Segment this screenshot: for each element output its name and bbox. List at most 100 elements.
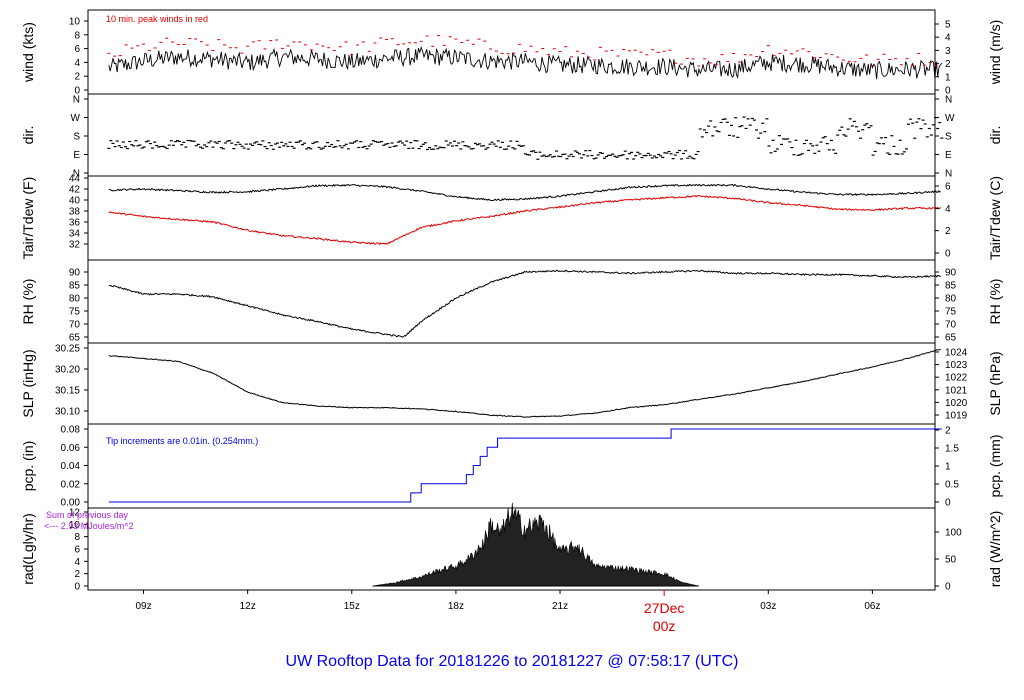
y-axis-title-right: Tair/Tdew (C)	[987, 176, 1003, 260]
y-tick-right: 2	[945, 59, 951, 70]
x-tick-label: 03z	[760, 601, 776, 612]
y-tick-left: 0.08	[61, 425, 81, 436]
y-tick-left: 2	[74, 569, 80, 580]
y-tick-left: 10	[69, 17, 81, 28]
y-tick-left: 65	[69, 333, 81, 344]
y-tick-left: 44	[69, 174, 81, 185]
y-tick-left: 30.20	[55, 365, 80, 376]
panel-frames	[87, 9, 936, 591]
y-tick-left: 8	[74, 30, 80, 41]
y-tick-left: 8	[74, 532, 80, 543]
y-axis-title-right: RH (%)	[987, 279, 1003, 325]
series-slp	[108, 349, 941, 418]
y-tick-left: 32	[69, 240, 81, 251]
y-axis-title-right: SLP (hPa)	[987, 351, 1003, 415]
series-pcp	[108, 428, 942, 503]
y-tick-left: 42	[69, 185, 81, 196]
y-tick-right: 4	[945, 204, 951, 215]
y-tick-right: N	[945, 95, 952, 106]
panel-frame-temp	[87, 175, 936, 261]
y-tick-right: 100	[945, 528, 962, 539]
series-wind	[108, 45, 943, 80]
y-tick-right: 1.5	[945, 444, 959, 455]
date-tick-label: 00z	[653, 618, 676, 634]
y-tick-right: N	[945, 169, 952, 180]
y-axis-title-right: dir.	[987, 126, 1003, 145]
y-tick-right: 3	[945, 46, 951, 57]
y-axis-title-right: wind (m/s)	[987, 20, 1003, 86]
y-tick-left: 4	[74, 557, 80, 568]
y-axis-title-left: pcp. (in)	[20, 441, 36, 492]
x-tick-label: 06z	[864, 601, 880, 612]
y-tick-left: 6	[74, 44, 80, 55]
y-tick-left: 40	[69, 196, 81, 207]
x-tick-label: 18z	[448, 601, 464, 612]
x-tick-label: 15z	[344, 601, 360, 612]
y-tick-right: 1	[945, 462, 951, 473]
y-tick-left: 30.25	[55, 344, 80, 355]
y-tick-left: 4	[74, 58, 80, 69]
y-tick-right: S	[945, 132, 952, 143]
panel-frame-rh	[87, 259, 936, 344]
y-axis-title-left: rad(Lgly/hr)	[20, 513, 36, 585]
y-axis-title-left: RH (%)	[20, 279, 36, 325]
y-tick-left: 0.02	[61, 479, 81, 490]
x-tick-label: 21z	[552, 601, 568, 612]
wind-note: 10 min. peak winds in red	[106, 14, 208, 24]
panel-frame-slp	[87, 342, 936, 425]
date-label: 27Dec	[644, 600, 684, 616]
y-tick-right: 0.5	[945, 480, 959, 491]
y-tick-left: 0.06	[61, 443, 81, 454]
y-tick-right: 0	[945, 249, 951, 260]
y-tick-right: 6	[945, 182, 951, 193]
y-tick-left: E	[73, 150, 80, 161]
y-tick-left: 30.15	[55, 386, 80, 397]
y-tick-right: 80	[945, 294, 957, 305]
y-axis-title-left: wind (kts)	[20, 22, 36, 83]
y-tick-right: 50	[945, 555, 957, 566]
y-axis-title-right: rad (W/m^2)	[987, 511, 1003, 588]
y-tick-left: 30.10	[55, 407, 80, 418]
rad-note-line1: Sum of previous day	[46, 510, 129, 520]
y-tick-left: 6	[74, 545, 80, 556]
y-tick-right: 85	[945, 281, 957, 292]
y-tick-right: 1019	[945, 411, 968, 422]
y-tick-right: 1023	[945, 360, 968, 371]
y-tick-left: 85	[69, 281, 81, 292]
y-tick-left: 70	[69, 320, 81, 331]
rad-note-line2: <--- 2.93 MJoules/m^2	[44, 521, 134, 531]
y-tick-left: 0.04	[61, 461, 81, 472]
y-tick-right: 1020	[945, 398, 968, 409]
y-tick-right: 1	[945, 72, 951, 83]
y-tick-left: 90	[69, 268, 81, 279]
y-tick-right: 0	[945, 582, 951, 593]
y-tick-left: 80	[69, 294, 81, 305]
y-axis-title-right: pcp. (mm)	[987, 435, 1003, 498]
chart-caption: UW Rooftop Data for 20181226 to 20181227…	[286, 653, 739, 670]
y-axis-title-left: SLP (inHg)	[20, 349, 36, 417]
y-tick-left: W	[71, 113, 81, 124]
y-tick-left: 10	[69, 520, 81, 531]
y-tick-right: 70	[945, 320, 957, 331]
y-tick-right: 90	[945, 268, 957, 279]
y-tick-right: 65	[945, 333, 957, 344]
series-rad	[372, 502, 699, 587]
y-tick-right: W	[945, 113, 955, 124]
y-tick-left: 75	[69, 307, 81, 318]
y-tick-left: 0.00	[61, 498, 81, 509]
y-tick-left: N	[73, 95, 80, 106]
x-tick-label: 12z	[240, 601, 256, 612]
y-tick-right: 1024	[945, 348, 968, 359]
y-tick-left: 34	[69, 229, 81, 240]
x-tick-label: 09z	[135, 601, 151, 612]
y-tick-right: 1022	[945, 373, 968, 384]
series-rh	[108, 269, 941, 338]
y-tick-left: 0	[74, 582, 80, 593]
y-tick-right: 0	[945, 86, 951, 97]
data-marks	[107, 35, 944, 587]
y-tick-left: 36	[69, 218, 81, 229]
y-tick-left: 0	[74, 86, 80, 97]
pcp-note: Tip increments are 0.01in. (0.254mm.)	[106, 436, 258, 446]
